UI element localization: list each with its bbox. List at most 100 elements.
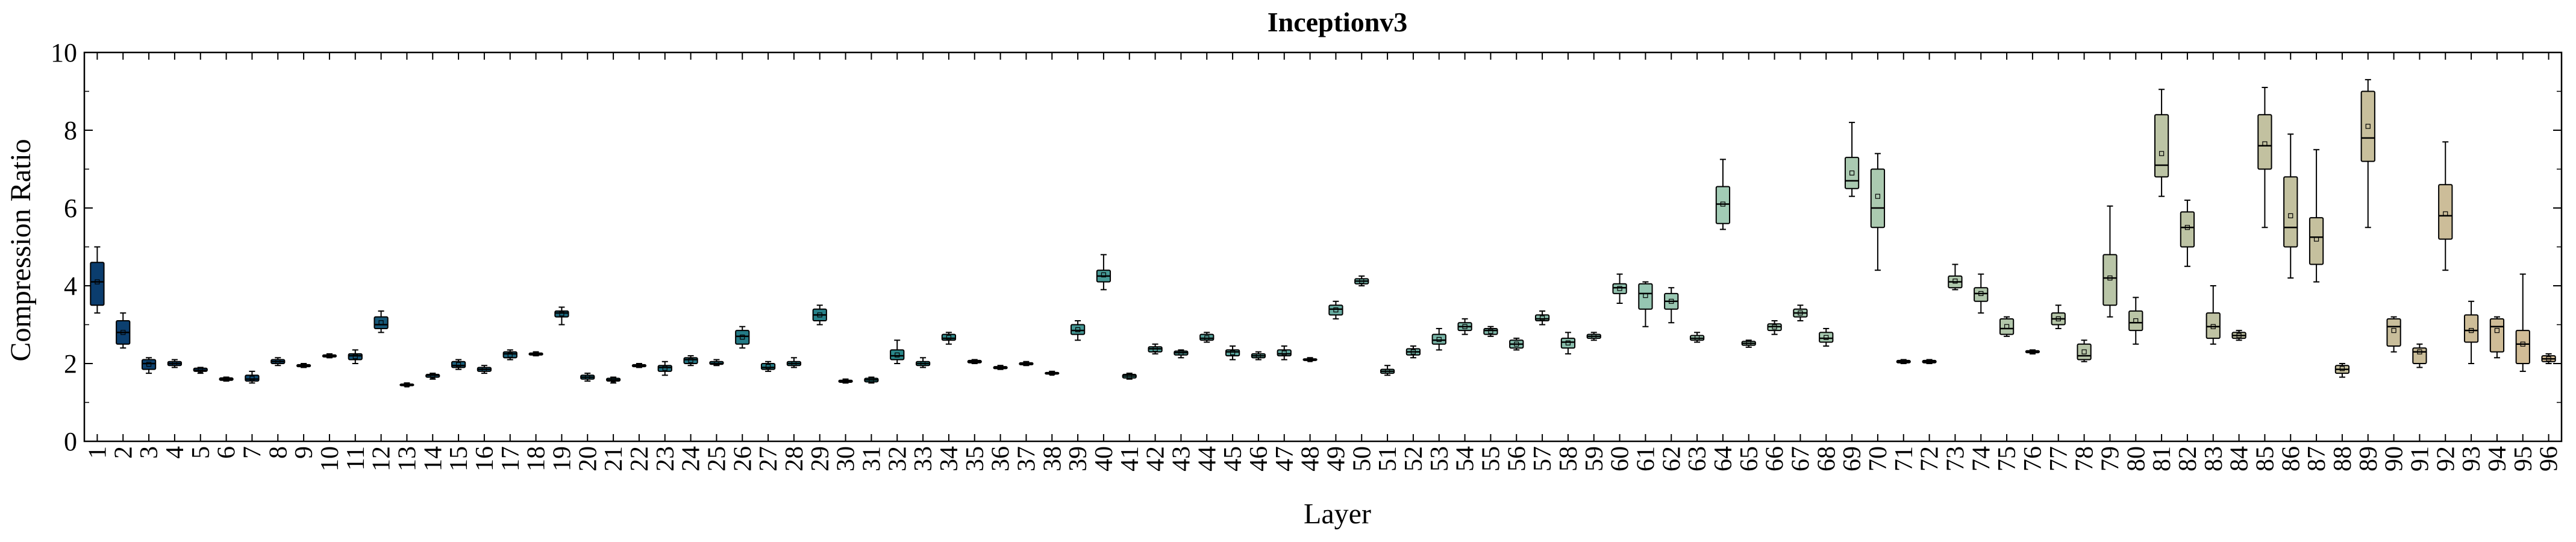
x-tick-label: 10 xyxy=(316,446,344,471)
box-layer-33 xyxy=(915,357,931,368)
x-tick-label: 75 xyxy=(1993,446,2021,471)
mean-marker xyxy=(2236,333,2242,338)
mean-marker xyxy=(1384,368,1390,374)
mean-marker xyxy=(1720,201,1726,207)
mean-marker xyxy=(430,373,436,379)
mean-marker xyxy=(1514,341,1519,347)
x-tick-label: 43 xyxy=(1168,446,1195,471)
box-layer-45 xyxy=(1225,345,1240,361)
box-layer-96 xyxy=(2541,353,2556,364)
mean-marker xyxy=(2159,151,2165,156)
mean-marker xyxy=(585,374,590,380)
box-layer-60 xyxy=(1612,273,1627,304)
iqr-box xyxy=(2360,90,2375,162)
x-tick-label: 16 xyxy=(471,446,499,471)
iqr-box xyxy=(141,359,157,370)
iqr-box xyxy=(2515,330,2530,364)
iqr-box xyxy=(2412,347,2427,365)
y-axis: 0 2 4 6 8 10 xyxy=(51,38,2562,456)
chart-title: Inceptionv3 xyxy=(1268,7,1408,37)
box-layer-44 xyxy=(1199,332,1215,343)
x-tick-label: 23 xyxy=(652,446,680,471)
x-tick-label: 93 xyxy=(2458,446,2486,471)
box-layer-56 xyxy=(1509,338,1524,351)
mean-marker xyxy=(1591,333,1596,339)
mean-marker xyxy=(662,365,667,371)
mean-marker xyxy=(2133,318,2139,324)
x-tick-label: 34 xyxy=(936,446,963,471)
x-tick-label: 65 xyxy=(1736,446,1763,471)
box-layer-73 xyxy=(1948,263,1963,291)
iqr-box xyxy=(1974,287,1989,302)
iqr-box xyxy=(1560,338,1576,349)
mean-marker xyxy=(843,378,848,384)
x-tick-label: 44 xyxy=(1193,446,1221,471)
x-tick-label: 6 xyxy=(213,446,241,459)
mean-marker xyxy=(1178,350,1184,356)
iqr-box xyxy=(2154,114,2169,178)
mean-marker xyxy=(920,361,926,367)
x-tick-label: 49 xyxy=(1322,446,1350,471)
box-layer-26 xyxy=(735,326,750,349)
mean-marker xyxy=(2107,276,2113,281)
box-layer-91 xyxy=(2412,343,2427,368)
x-tick-label: 2 xyxy=(110,446,137,459)
box-layer-20 xyxy=(580,373,595,382)
mean-marker xyxy=(1281,350,1287,356)
mean-marker xyxy=(455,362,461,368)
mean-marker xyxy=(2210,324,2216,329)
mean-marker xyxy=(2313,236,2319,242)
box-layer-70 xyxy=(1870,153,1886,271)
x-tick-label: 5 xyxy=(187,446,215,459)
x-tick-label: 76 xyxy=(2019,446,2047,471)
x-tick-label: 37 xyxy=(1013,446,1040,471)
x-tick-label: 14 xyxy=(419,446,447,471)
x-tick-label: 27 xyxy=(755,446,783,471)
mean-marker xyxy=(481,367,487,372)
mean-marker xyxy=(1824,335,1829,340)
box-layer-30 xyxy=(838,378,853,384)
iqr-box xyxy=(1199,333,1215,341)
box-layer-49 xyxy=(1328,300,1343,320)
box-layer-76 xyxy=(2025,349,2040,355)
box-layer-51 xyxy=(1380,365,1395,376)
x-tick-label: 11 xyxy=(342,446,370,470)
x-tick-label: 71 xyxy=(1890,446,1918,471)
box-layer-34 xyxy=(941,332,957,345)
mean-marker xyxy=(559,311,564,317)
box-layer-15 xyxy=(451,359,466,370)
x-tick-label: 86 xyxy=(2277,446,2305,471)
iqr-box xyxy=(374,316,389,329)
box-layer-13 xyxy=(399,382,414,388)
box-layer-5 xyxy=(193,367,208,374)
box-layer-6 xyxy=(219,376,234,382)
box-layer-52 xyxy=(1405,345,1421,359)
iqr-box xyxy=(1999,318,2015,335)
mean-marker xyxy=(1952,279,1958,284)
box-layer-65 xyxy=(1741,339,1756,348)
x-tick-label: 59 xyxy=(1581,446,1608,471)
box-layer-67 xyxy=(1793,304,1808,322)
box-layer-39 xyxy=(1070,320,1086,341)
box-layer-90 xyxy=(2386,316,2401,353)
x-axis: 1234567891011121314151617181920212223242… xyxy=(84,52,2563,471)
x-tick-label: 19 xyxy=(548,446,576,471)
mean-marker xyxy=(1075,327,1081,332)
mean-marker xyxy=(895,352,900,358)
x-tick-label: 8 xyxy=(264,446,292,459)
mean-marker xyxy=(740,335,745,340)
iqr-box xyxy=(2128,310,2143,332)
x-tick-label: 9 xyxy=(290,446,318,459)
x-tick-label: 56 xyxy=(1503,446,1531,471)
x-tick-label: 4 xyxy=(161,446,189,459)
mean-marker xyxy=(224,376,229,382)
box-layer-16 xyxy=(477,365,492,374)
box-layer-9 xyxy=(296,363,311,368)
box-layer-8 xyxy=(270,357,286,367)
x-tick-label: 24 xyxy=(678,446,705,471)
box-layer-4 xyxy=(167,359,183,368)
mean-marker xyxy=(507,352,513,358)
mean-marker xyxy=(2055,316,2061,321)
box-layer-54 xyxy=(1457,318,1472,335)
box-layer-24 xyxy=(683,355,698,367)
